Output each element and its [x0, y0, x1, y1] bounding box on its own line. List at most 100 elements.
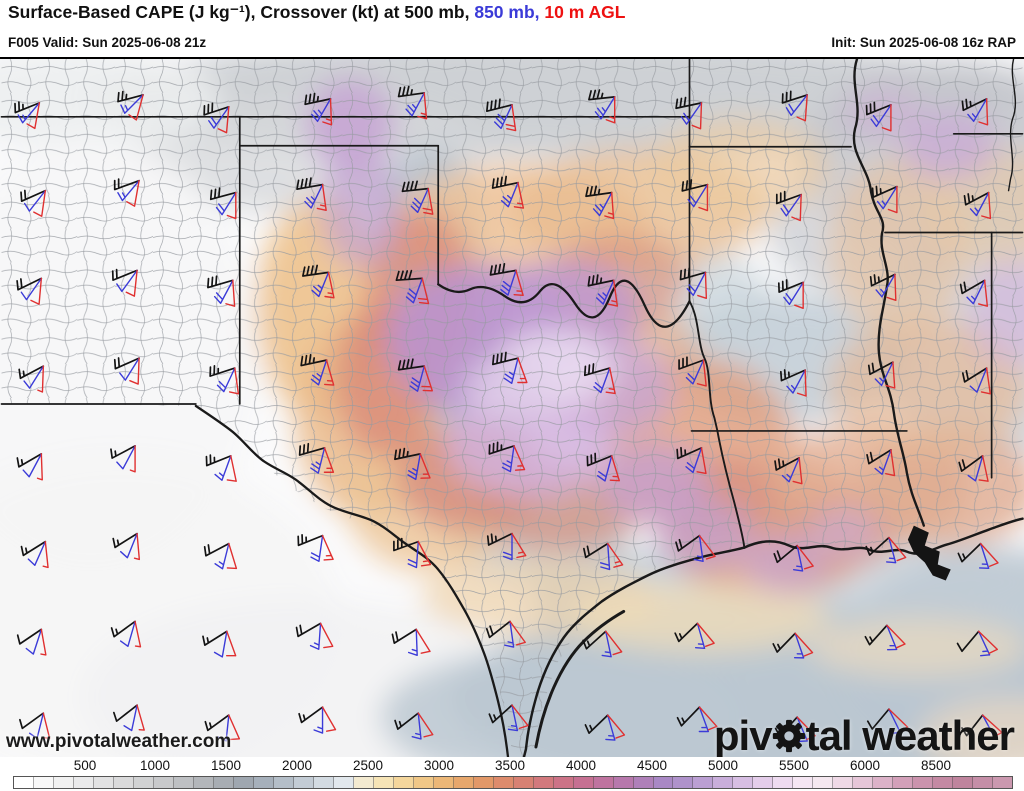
wind-barb-850-mb	[979, 542, 990, 569]
wind-barb-10-m-agl	[511, 704, 529, 730]
wind-barb-850-mb	[23, 189, 47, 212]
wind-barb-station	[675, 534, 716, 563]
wind-barb-station	[773, 544, 814, 572]
wind-barb-500-mb	[488, 441, 515, 455]
wind-barb-10-m-agl	[979, 542, 999, 567]
title-black-part: Surface-Based CAPE (J kg⁻¹), Crossover (…	[8, 2, 470, 22]
wind-barb-10-m-agl	[126, 179, 140, 207]
wind-barb-10-m-agl	[513, 181, 525, 209]
wind-barb-station	[393, 537, 432, 569]
wind-barb-10-m-agl	[30, 277, 43, 305]
wind-barb-500-mb	[486, 532, 513, 546]
wind-barb-850-mb	[685, 447, 703, 474]
wind-barb-10-m-agl	[513, 445, 526, 471]
wind-barb-850-mb	[785, 94, 808, 117]
wind-barb-10-m-agl	[417, 540, 432, 567]
wind-barb-500-mb	[491, 351, 519, 366]
rio-grande-border	[194, 404, 510, 757]
wind-barb-10-m-agl	[226, 191, 237, 220]
wind-barb-500-mb	[204, 714, 230, 732]
wind-barb-500-mb	[777, 279, 805, 293]
wind-barb-10-m-agl	[322, 98, 333, 126]
wind-barb-500-mb	[675, 96, 703, 110]
colorbar-cell	[793, 777, 814, 788]
wind-barb-500-mb	[586, 452, 613, 467]
colorbar-tick: 3000	[423, 758, 455, 773]
wind-barb-station	[296, 177, 327, 212]
wind-barb-850-mb	[781, 457, 800, 483]
wind-barb-500-mb	[485, 620, 511, 639]
wind-barb-10-m-agl	[226, 542, 238, 570]
wind-barb-10-m-agl	[607, 714, 626, 739]
wind-barb-500-mb	[583, 542, 609, 559]
colorbar-cell	[573, 777, 594, 788]
wind-barb-850-mb	[25, 628, 43, 655]
wind-barb-10-m-agl	[511, 532, 527, 559]
wind-barb-850-mb	[792, 544, 804, 572]
mississippi-river	[852, 59, 926, 527]
colorbar-cell	[153, 777, 174, 788]
wind-barb-500-mb	[488, 704, 513, 724]
wind-barb-500-mb	[961, 367, 988, 383]
wind-barb-station	[113, 357, 140, 385]
wind-barb-850-mb	[310, 447, 326, 474]
wind-barb-10-m-agl	[978, 98, 989, 126]
wind-barb-10-m-agl	[417, 277, 430, 305]
wind-barb-850-mb	[966, 279, 986, 305]
wind-barb-10-m-agl	[37, 365, 45, 393]
wind-barb-850-mb	[780, 193, 802, 217]
wind-barb-850-mb	[967, 98, 988, 123]
wind-barb-10-m-agl	[505, 104, 517, 132]
wind-barb-station	[491, 175, 525, 209]
wind-barb-station	[781, 90, 809, 122]
wind-barb-850-mb	[886, 624, 898, 651]
wind-barb-850-mb	[407, 453, 421, 481]
colorbar-cell	[213, 777, 234, 788]
wind-barb-850-mb	[500, 269, 517, 296]
wind-barb-station	[111, 268, 138, 297]
wind-barb-station	[488, 441, 526, 473]
wind-barb-850-mb	[592, 191, 613, 217]
wind-barb-station	[485, 98, 517, 132]
wind-barb-850-mb	[599, 542, 611, 571]
wind-barb-500-mb	[401, 180, 430, 193]
wind-barb-10-m-agl	[128, 94, 144, 121]
wind-barb-10-m-agl	[40, 628, 47, 656]
wind-barb-850-mb	[119, 620, 136, 648]
colorbar-tick: 1000	[139, 758, 171, 773]
wind-barb-station	[298, 442, 335, 474]
wind-barb-500-mb	[582, 630, 607, 650]
wind-barb-500-mb	[302, 264, 330, 277]
colorbar-cell	[173, 777, 194, 788]
wind-barb-10-m-agl	[794, 281, 804, 309]
colorbar-cell	[73, 777, 94, 788]
colorbar-cell	[353, 777, 374, 788]
wind-barb-10-m-agl	[323, 447, 335, 473]
colorbar-tick: 1500	[210, 758, 242, 773]
wind-barb-850-mb	[593, 367, 611, 394]
wind-barb-500-mb	[300, 354, 328, 367]
wind-barb-10-m-agl	[886, 273, 897, 301]
wind-barb-10-m-agl	[607, 542, 624, 568]
wind-barb-850-mb	[969, 367, 988, 393]
colorbar-cell	[693, 777, 714, 788]
wind-barb-500-mb	[775, 190, 803, 205]
wind-barb-station	[867, 361, 896, 389]
wind-barb-10-m-agl	[419, 453, 431, 479]
wind-barb-station	[865, 536, 907, 564]
wind-barb-500-mb	[19, 712, 45, 730]
wind-barb-500-mb	[956, 630, 980, 653]
colorbar-cell	[113, 777, 134, 788]
wind-barb-500-mb	[489, 263, 517, 276]
texas-gulf-coast	[522, 546, 746, 757]
wind-barb-10-m-agl	[796, 369, 807, 397]
wind-barb-station	[300, 354, 335, 386]
wind-barb-500-mb	[871, 185, 898, 199]
wind-barb-500-mb	[14, 101, 41, 114]
wind-barb-10-m-agl	[981, 714, 1003, 738]
wind-barb-station	[16, 277, 43, 305]
wind-barb-850-mb	[119, 532, 138, 559]
wind-barb-850-mb	[23, 365, 45, 389]
map-canvas	[0, 59, 1024, 757]
colorbar-tick: 3500	[494, 758, 526, 773]
